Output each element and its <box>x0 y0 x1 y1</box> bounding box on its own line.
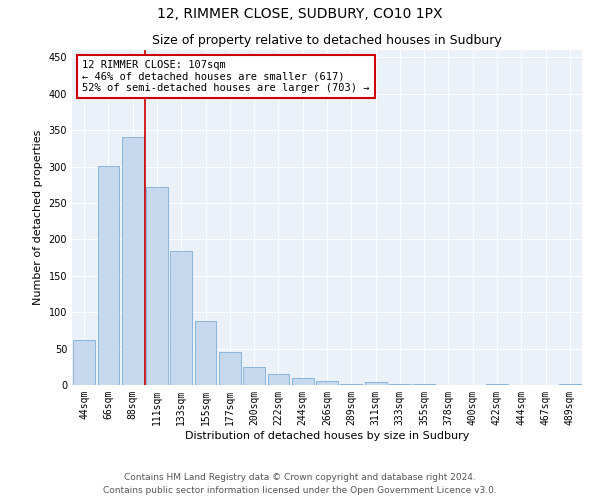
Bar <box>243 367 265 385</box>
Bar <box>170 251 192 385</box>
Bar <box>146 187 168 385</box>
Bar <box>413 384 435 385</box>
Bar <box>292 378 314 385</box>
Bar <box>365 382 386 385</box>
Bar <box>73 340 95 385</box>
Bar <box>268 374 289 385</box>
Y-axis label: Number of detached properties: Number of detached properties <box>33 130 43 305</box>
Bar <box>194 321 217 385</box>
Bar <box>486 384 508 385</box>
Title: Size of property relative to detached houses in Sudbury: Size of property relative to detached ho… <box>152 34 502 48</box>
Bar <box>97 166 119 385</box>
Text: 12, RIMMER CLOSE, SUDBURY, CO10 1PX: 12, RIMMER CLOSE, SUDBURY, CO10 1PX <box>157 8 443 22</box>
X-axis label: Distribution of detached houses by size in Sudbury: Distribution of detached houses by size … <box>185 430 469 440</box>
Text: Contains HM Land Registry data © Crown copyright and database right 2024.
Contai: Contains HM Land Registry data © Crown c… <box>103 474 497 495</box>
Bar <box>219 352 241 385</box>
Bar <box>316 382 338 385</box>
Bar <box>122 138 143 385</box>
Bar <box>389 384 411 385</box>
Bar <box>340 384 362 385</box>
Bar <box>559 384 581 385</box>
Text: 12 RIMMER CLOSE: 107sqm
← 46% of detached houses are smaller (617)
52% of semi-d: 12 RIMMER CLOSE: 107sqm ← 46% of detache… <box>82 60 370 93</box>
